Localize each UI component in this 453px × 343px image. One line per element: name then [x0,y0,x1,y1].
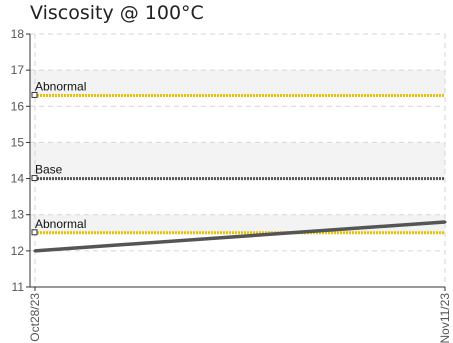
reference-label-0: Abnormal [35,79,86,93]
x-tick-label: Oct28/23 [28,293,42,342]
y-tick-label: 17 [11,63,25,77]
bands [30,70,445,233]
reference-label-1: Base [35,163,63,177]
band-2 [30,214,445,233]
reference-marker-1 [31,175,38,182]
series-line-0 [34,220,446,253]
y-tick-label: 14 [11,172,25,186]
x-tick-label: Nov11/23 [438,293,452,343]
y-tick-label: 13 [11,208,25,222]
chart-title: Viscosity @ 100°C [30,2,204,24]
y-tick-label: 18 [11,27,25,41]
y-tick-label: 16 [11,99,25,113]
reference-lines: Abnormal Base Abnormal [31,79,445,236]
axes [29,34,445,288]
reference-label-2: Abnormal [35,217,86,231]
band-1 [30,142,445,179]
series [33,220,447,253]
x-ticks: Oct28/23 Nov11/23 [28,287,452,343]
y-tick-label: 15 [11,135,25,149]
y-tick-label: 12 [11,244,25,258]
band-0 [30,70,445,96]
data-point [443,220,447,224]
reference-marker-2 [31,229,38,236]
data-point [33,249,37,253]
y-ticks: 11 12 13 14 15 16 17 18 [11,27,30,294]
reference-marker-0 [31,91,38,98]
y-tick-label: 11 [12,280,25,294]
